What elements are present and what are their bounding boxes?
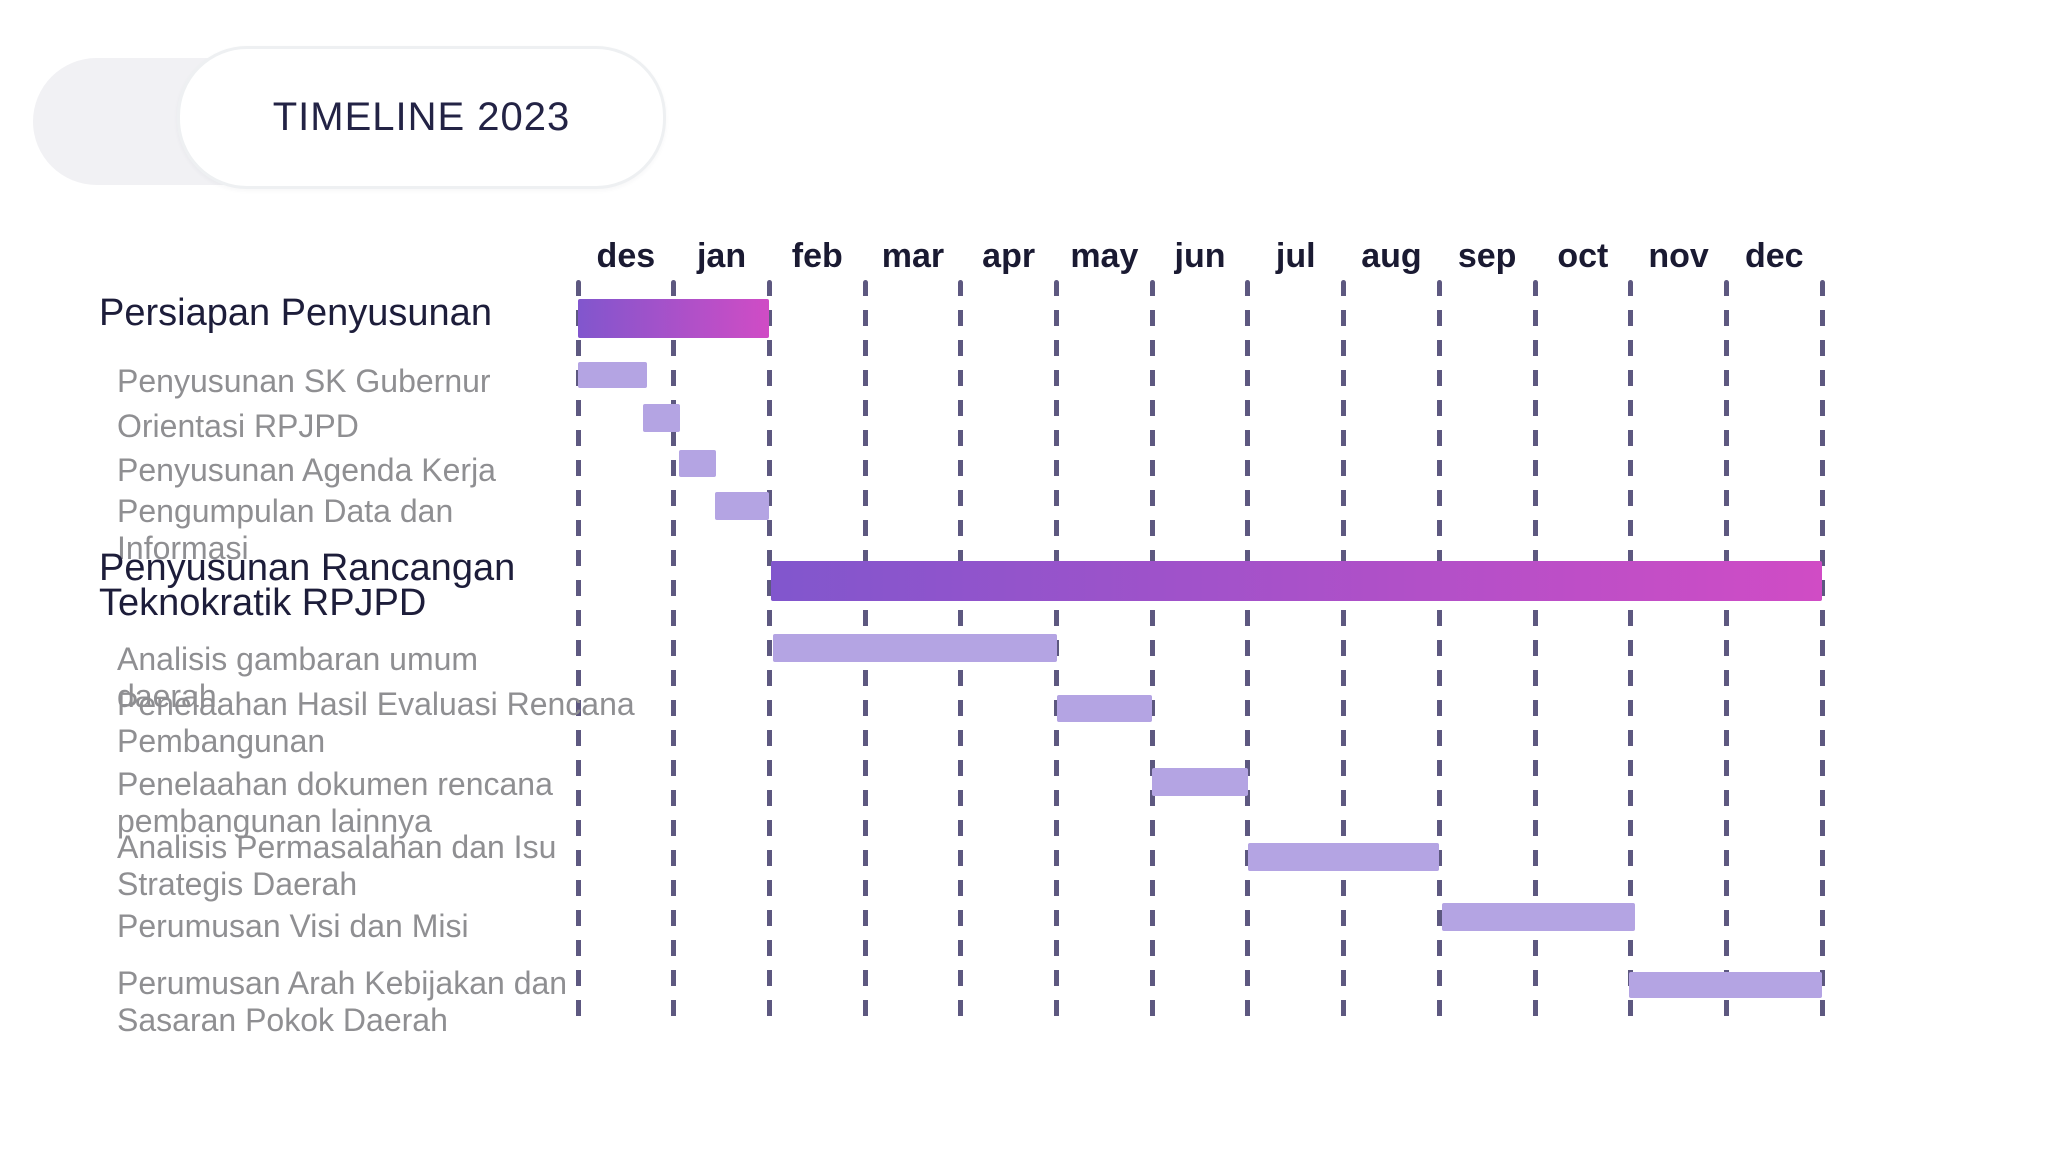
month-label: feb <box>791 237 843 275</box>
task-label: Penyusunan Agenda Kerja <box>117 452 496 489</box>
task-bar <box>1152 768 1248 796</box>
gridline <box>1149 280 1155 1028</box>
task-label: Analisis Permasalahan dan Isu Strategis D… <box>117 829 556 903</box>
task-label: Penelaahan dokumen rencana pembangunan la… <box>117 766 553 840</box>
task-bar <box>643 404 681 432</box>
task-label-line: Perumusan Visi dan Misi <box>117 908 469 944</box>
task-label-line: Penyusunan Agenda Kerja <box>117 452 496 488</box>
gridline <box>1723 280 1729 1028</box>
task-label: Analisis gambaran umum daerah <box>117 641 478 715</box>
task-label-line: Pembangunan <box>117 723 326 759</box>
task-label: Penyusunan SK Gubernur <box>117 363 491 400</box>
gridline <box>575 280 581 1028</box>
task-label: Pengumpulan Data dan Informasi <box>117 493 453 567</box>
task-bar <box>1442 903 1636 931</box>
month-label: aug <box>1361 237 1422 275</box>
month-label: dec <box>1744 237 1804 275</box>
gridline <box>1819 280 1825 1028</box>
month-label: des <box>596 237 656 275</box>
month-label: jun <box>1174 237 1226 275</box>
task-label-line: Penelaahan dokumen rencana <box>117 766 553 802</box>
task-label-line: daerah <box>117 678 217 714</box>
gridline <box>1532 280 1538 1028</box>
task-label-line: pembangunan lainnya <box>117 803 432 839</box>
month-label: jan <box>696 237 747 275</box>
task-label-line: Pengumpulan Data dan <box>117 493 454 529</box>
task-label-line: Informasi <box>117 530 249 566</box>
task-label: Penyusunan Rancangan Teknokratik RPJPD <box>99 547 516 624</box>
task-label: Penelaahan Hasil Evaluasi Rencana Pembang… <box>117 686 635 760</box>
month-label: mar <box>881 237 945 275</box>
task-bar <box>714 492 770 520</box>
task-label-line: Analisis Permasalahan dan Isu <box>117 829 557 865</box>
gridline <box>766 280 772 1028</box>
task-label-line: Penyusunan SK Gubernur <box>117 363 491 399</box>
gridline <box>1628 280 1634 1028</box>
month-label: sep <box>1457 237 1517 275</box>
task-bar <box>578 299 770 338</box>
task-label: Perumusan Arah Kebijakan dan Sasaran Poko… <box>117 965 567 1039</box>
task-bar <box>1056 695 1153 722</box>
task-label: Orientasi RPJPD <box>117 408 359 445</box>
task-label-line: Perumusan Arah Kebijakan dan <box>117 965 568 1001</box>
title-pill: TIMELINE 2023 <box>177 46 666 189</box>
gridline <box>1436 280 1442 1028</box>
task-label-line: Sasaran Pokok Daerah <box>117 1002 448 1038</box>
task-label-line: Teknokratik RPJPD <box>99 582 427 624</box>
gridline <box>1245 280 1251 1028</box>
task-label-line: Orientasi RPJPD <box>117 408 359 444</box>
task-label-line: Penyusunan Rancangan <box>99 547 516 589</box>
task-bar <box>773 634 1058 662</box>
month-label: may <box>1070 237 1139 275</box>
month-label: oct <box>1557 237 1609 275</box>
task-bar <box>679 450 716 477</box>
page-title: TIMELINE 2023 <box>272 95 571 139</box>
task-bar <box>1247 843 1440 871</box>
task-label-line: Persiapan Penyusunan <box>99 292 492 334</box>
gridline <box>1341 280 1347 1028</box>
month-label: apr <box>982 237 1036 275</box>
task-bar <box>771 561 1823 601</box>
task-bar <box>578 362 647 388</box>
task-label: Persiapan Penyusunan <box>99 292 492 334</box>
task-label-line: Penelaahan Hasil Evaluasi Rencana <box>117 686 635 722</box>
task-bar <box>1628 972 1823 998</box>
task-label: Perumusan Visi dan Misi <box>117 908 469 945</box>
month-label: jul <box>1275 237 1316 275</box>
task-label-line: Strategis Daerah <box>117 866 358 902</box>
gridline <box>671 280 677 1028</box>
month-label: nov <box>1648 237 1709 275</box>
task-label-line: Analisis gambaran umum <box>117 641 479 677</box>
